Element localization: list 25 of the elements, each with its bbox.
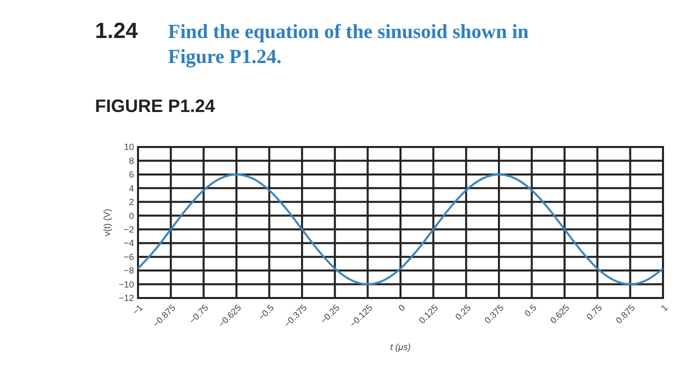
y-tick-label: 6 xyxy=(128,170,134,180)
x-tick-label: 0.25 xyxy=(453,302,473,322)
y-tick-label: −12 xyxy=(118,293,134,304)
x-tick-label: 1 xyxy=(659,302,670,314)
line-series xyxy=(137,173,664,286)
x-tick-label: 0 xyxy=(396,302,408,314)
y-tick-label: 0 xyxy=(128,210,134,221)
x-axis-title: t (μs) xyxy=(390,342,411,352)
text: 1.24 xyxy=(95,18,139,43)
y-tick-label: −6 xyxy=(124,252,134,262)
y-tick-label: −10 xyxy=(118,279,134,290)
y-tick-label: 10 xyxy=(124,142,134,152)
x-tick-label: −0.5 xyxy=(256,302,276,322)
y-tick-label: −4 xyxy=(124,238,134,248)
y-tick-label: 8 xyxy=(128,156,134,166)
x-tick-label: 0.75 xyxy=(584,302,604,322)
chart-title: Find the equation of the sinusoid shown in Figure P1.24. xyxy=(168,21,529,68)
y-tick-label: 4 xyxy=(128,183,134,194)
y-tick-label: 2 xyxy=(128,197,134,208)
y-axis-title: v(t) (V) xyxy=(102,208,112,236)
caption: FIGURE P1.24 xyxy=(95,96,216,116)
x-tick-label: 0.5 xyxy=(522,302,538,318)
y-tick-label: −2 xyxy=(124,224,134,235)
y-tick-label: −8 xyxy=(124,266,134,276)
x-tick-label: −1 xyxy=(130,302,145,317)
